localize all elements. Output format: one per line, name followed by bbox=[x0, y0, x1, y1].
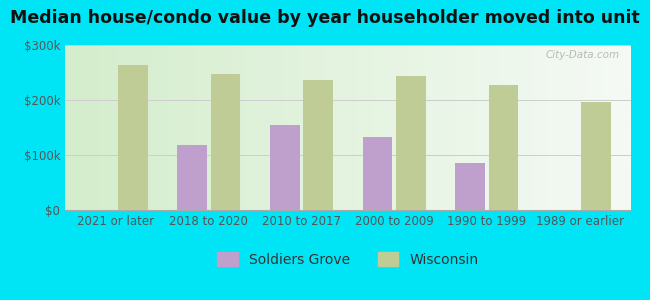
Bar bbox=[489, 85, 518, 210]
Bar bbox=[455, 163, 485, 210]
Bar bbox=[396, 76, 426, 210]
Bar bbox=[304, 80, 333, 210]
Text: Median house/condo value by year householder moved into unit: Median house/condo value by year househo… bbox=[10, 9, 640, 27]
Bar bbox=[270, 125, 300, 210]
Bar bbox=[177, 145, 207, 210]
Bar bbox=[363, 137, 392, 210]
Bar bbox=[211, 74, 240, 210]
Text: City-Data.com: City-Data.com bbox=[545, 50, 619, 60]
Legend: Soldiers Grove, Wisconsin: Soldiers Grove, Wisconsin bbox=[211, 246, 484, 272]
Bar bbox=[118, 65, 148, 210]
Bar bbox=[581, 102, 611, 210]
